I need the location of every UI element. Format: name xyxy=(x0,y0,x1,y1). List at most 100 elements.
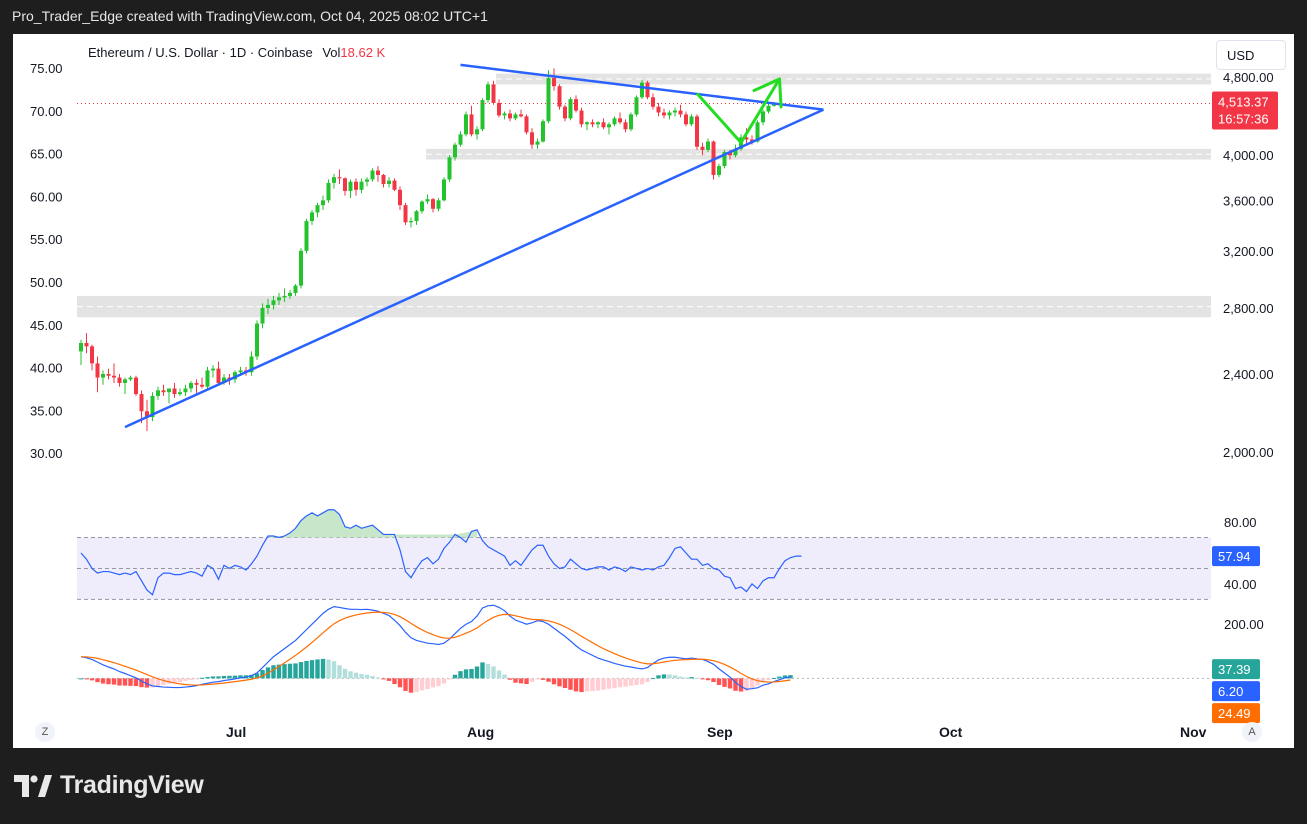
candle-body xyxy=(634,97,639,115)
macd-pane[interactable] xyxy=(77,604,1211,693)
candle-body xyxy=(563,106,567,119)
macd-histogram-bar xyxy=(183,678,188,681)
candle xyxy=(343,177,347,196)
candle xyxy=(123,377,127,395)
candle xyxy=(205,366,210,391)
macd-histogram-badge-value: 37.39 xyxy=(1218,662,1251,677)
time-axis-tick: Sep xyxy=(707,724,733,740)
candle xyxy=(403,202,408,225)
candle xyxy=(139,390,144,424)
macd-histogram-bar xyxy=(738,678,744,692)
macd-histogram-bar xyxy=(623,678,628,687)
macd-histogram-bar xyxy=(150,678,155,688)
candle xyxy=(106,368,111,380)
macd-histogram-bar xyxy=(683,677,689,679)
macd-histogram-bar xyxy=(408,678,414,693)
candle-body xyxy=(524,116,529,133)
macd-histogram-bar xyxy=(573,678,579,692)
macd-histogram-bar xyxy=(331,661,337,679)
macd-histogram-bar xyxy=(513,678,518,683)
candle-body xyxy=(579,110,584,125)
candle-body xyxy=(601,122,606,128)
macd-histogram-bar xyxy=(760,678,766,682)
candle xyxy=(733,144,738,158)
macd-histogram-bar xyxy=(562,678,568,689)
candle-body xyxy=(310,212,314,222)
candle-body xyxy=(458,134,463,145)
macd-histogram-bar xyxy=(271,665,276,679)
price-chart[interactable]: 4,800.00 4,000.00 3,600.00 3,200.00 2,800.00… xyxy=(13,34,1294,748)
macd-histogram-bar xyxy=(441,678,447,684)
currency-button[interactable]: USD xyxy=(1216,40,1286,70)
candle-body xyxy=(744,137,749,140)
macd-histogram-bar xyxy=(78,678,84,680)
candle-body xyxy=(315,205,320,213)
candle xyxy=(563,104,567,122)
drawings[interactable] xyxy=(77,63,1211,429)
macd-histogram-bar xyxy=(650,678,656,680)
candles[interactable] xyxy=(79,68,776,432)
macd-histogram-bar xyxy=(628,678,634,686)
candle-body xyxy=(623,122,628,130)
candle-body xyxy=(123,379,127,383)
chart-panel[interactable]: 4,800.00 4,000.00 3,600.00 3,200.00 2,800.00… xyxy=(13,34,1294,748)
candle xyxy=(519,109,523,118)
rsi-axis-tick: 40.00 xyxy=(1224,577,1257,592)
candle xyxy=(590,119,595,128)
symbol-legend[interactable]: Ethereum / U.S. Dollar · 1D · Coinbase V… xyxy=(88,45,385,60)
last-price-badge-bg xyxy=(1212,91,1278,130)
candle xyxy=(200,377,204,389)
volume-label: Vol xyxy=(322,45,341,60)
candle xyxy=(414,209,419,225)
macd-histogram-bar xyxy=(722,678,727,687)
candle-body xyxy=(590,122,595,125)
candle-body xyxy=(513,114,518,119)
macd-histogram-bar xyxy=(216,676,221,679)
candle xyxy=(579,107,584,128)
candle-body xyxy=(359,181,364,190)
candle-body xyxy=(618,118,622,123)
candle xyxy=(321,195,325,210)
candle xyxy=(381,173,386,188)
candle-body xyxy=(442,179,446,201)
macd-histogram-bar xyxy=(557,678,562,687)
macd-histogram-bar xyxy=(359,674,364,679)
macd-histogram-bar xyxy=(705,678,711,681)
candle xyxy=(530,128,534,149)
macd-histogram-bar xyxy=(507,678,513,680)
candle-body xyxy=(392,180,397,190)
macd-histogram-bar xyxy=(364,674,370,679)
candle xyxy=(365,177,369,187)
candle-body xyxy=(299,250,303,286)
right-axis-tick: 2,000.00 xyxy=(1223,445,1274,460)
macd-histogram-bar xyxy=(546,678,551,682)
candle xyxy=(585,121,589,131)
macd-histogram-bar xyxy=(320,658,326,679)
macd-histogram-bar xyxy=(238,675,243,679)
rsi-pane[interactable] xyxy=(77,509,1211,600)
candle xyxy=(310,209,314,225)
candle-body xyxy=(645,82,650,98)
candle-body xyxy=(189,382,193,389)
candle-body xyxy=(667,112,672,116)
candle xyxy=(288,289,292,299)
macd-histogram-bar xyxy=(568,678,573,690)
macd-histogram-bar xyxy=(227,675,232,679)
candle xyxy=(260,303,265,329)
macd-histogram-bar xyxy=(386,678,392,681)
macd-histogram-bar xyxy=(326,659,331,679)
candle xyxy=(684,111,688,127)
macd-histogram-bar xyxy=(348,671,353,679)
candle-body xyxy=(535,141,540,145)
auto-scale-button[interactable]: A xyxy=(1242,722,1262,742)
last-price-value: 4,513.37 xyxy=(1218,95,1269,110)
right-axis-tick: 4,800.00 xyxy=(1223,70,1274,85)
macd-histogram-bar xyxy=(601,678,606,690)
candle xyxy=(640,79,644,100)
candle-body xyxy=(530,132,534,145)
macd-histogram-bar xyxy=(95,678,100,683)
macd-histogram-bar xyxy=(727,678,733,689)
candle xyxy=(145,399,149,432)
candle xyxy=(156,386,160,400)
timezone-button[interactable]: Z xyxy=(35,722,55,742)
